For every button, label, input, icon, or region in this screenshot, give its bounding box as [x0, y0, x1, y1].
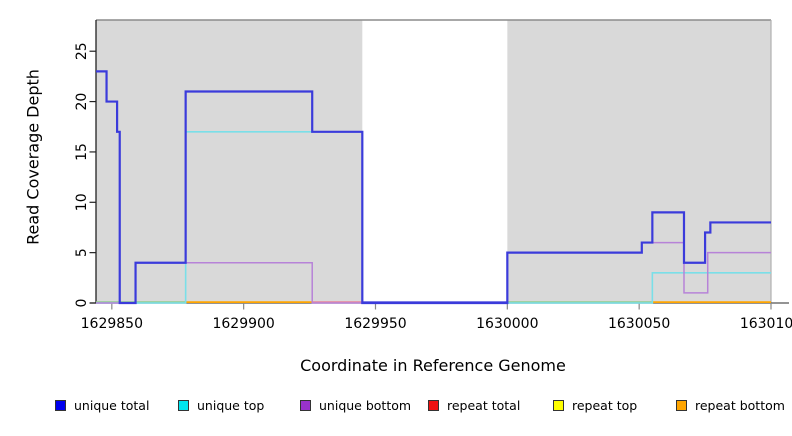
y-tick-label: 20	[74, 93, 90, 111]
legend-item-unique-total: unique total	[55, 396, 149, 414]
x-tick-label: 1629850	[81, 316, 143, 332]
unique-total-swatch-icon	[55, 399, 66, 411]
y-tick-label: 10	[74, 193, 90, 211]
x-axis-title: Coordinate in Reference Genome	[300, 356, 566, 375]
y-tick-label: 5	[74, 248, 90, 257]
repeat-top-swatch-icon	[553, 399, 564, 411]
shaded-region	[507, 20, 771, 303]
legend-label: repeat bottom	[695, 397, 785, 413]
legend-label: unique bottom	[319, 397, 412, 413]
x-tick-label: 1630050	[608, 316, 670, 332]
legend-label: unique total	[74, 397, 150, 413]
y-tick-label: 25	[74, 42, 90, 60]
legend-item-unique-bottom: unique bottom	[300, 396, 411, 414]
chart-legend: unique total unique top unique bottom re…	[0, 396, 792, 416]
y-axis-title: Read Coverage Depth	[24, 69, 43, 245]
x-tick-label: 1629900	[212, 316, 274, 332]
x-tick-label: 1630000	[476, 316, 538, 332]
legend-label: repeat top	[572, 397, 638, 413]
y-tick-label: 15	[74, 143, 90, 161]
y-tick-label: 0	[74, 299, 90, 308]
legend-item-repeat-total: repeat total	[428, 396, 520, 414]
unique-top-swatch-icon	[178, 399, 189, 411]
unique-bottom-swatch-icon	[300, 399, 311, 411]
plot-area: 1629850 1629900 1629950 1630000 1630050 16301…	[74, 19, 792, 332]
shaded-region	[96, 20, 363, 303]
repeat-total-swatch-icon	[428, 399, 439, 411]
legend-item-repeat-bottom: repeat bottom	[676, 396, 785, 414]
series-unique-total	[96, 70, 771, 305]
repeat-bottom-swatch-icon	[676, 399, 687, 411]
legend-label: repeat total	[447, 397, 521, 413]
legend-item-repeat-top: repeat top	[553, 396, 637, 414]
x-tick-label: 1629950	[344, 316, 406, 332]
legend-label: unique top	[197, 397, 265, 413]
legend-item-unique-top: unique top	[178, 396, 264, 414]
